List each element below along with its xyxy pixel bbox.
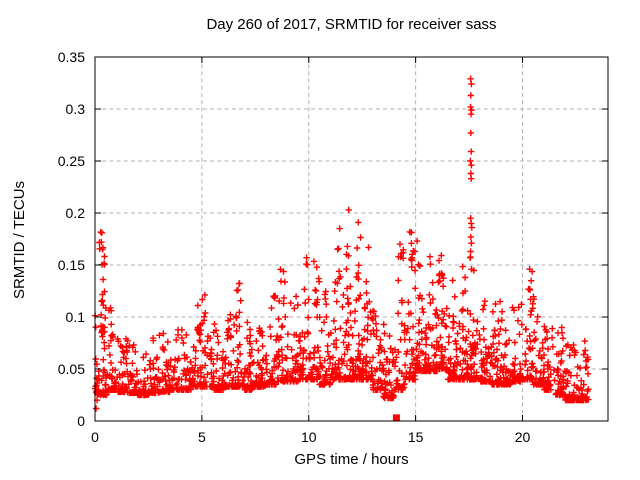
y-tick-label: 0.25 (58, 153, 85, 169)
scatter-points (91, 75, 592, 412)
y-tick-label: 0.15 (58, 257, 85, 273)
x-tick-labels: 0 5 10 15 20 (91, 429, 530, 445)
y-tick-label: 0.3 (66, 101, 86, 117)
y-tick-labels: 0 0.05 0.1 0.15 0.2 0.25 0.3 0.35 (58, 49, 85, 429)
x-tick-label: 20 (515, 429, 531, 445)
x-axis-label: GPS time / hours (294, 451, 409, 468)
flagged-square-point (392, 414, 400, 422)
y-tick-label: 0.1 (66, 309, 86, 325)
x-tick-label: 10 (301, 429, 317, 445)
x-tick-label: 15 (408, 429, 424, 445)
y-tick-label: 0 (77, 413, 85, 429)
y-tick-label: 0.05 (58, 361, 85, 377)
x-tick-label: 0 (91, 429, 99, 445)
axis-ticks (94, 56, 608, 422)
y-tick-label: 0.2 (66, 205, 86, 221)
y-tick-label: 0.35 (58, 49, 85, 65)
chart-title: Day 260 of 2017, SRMTID for receiver sas… (206, 16, 497, 33)
x-tick-label: 5 (198, 429, 206, 445)
plot-border (94, 56, 609, 422)
